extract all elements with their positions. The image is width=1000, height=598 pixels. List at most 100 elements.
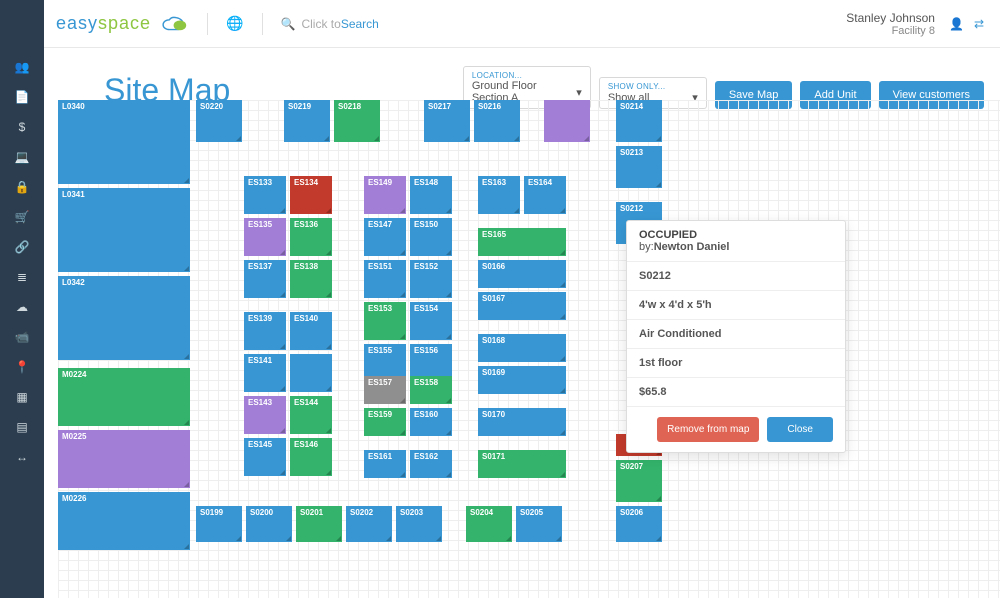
header-icons: 👤 ⇄ [949, 17, 984, 31]
unit-M0225[interactable]: M0225 [58, 430, 190, 488]
settings-icon[interactable]: ⇄ [974, 17, 984, 31]
unit-ES158[interactable]: ES158 [410, 376, 452, 404]
share-icon[interactable]: 🔗 [8, 236, 36, 258]
unit-ES160[interactable]: ES160 [410, 408, 452, 436]
cart-icon[interactable]: 🛒 [8, 206, 36, 228]
unit-S0204[interactable]: S0204 [466, 506, 512, 542]
logo-easy: easy [56, 13, 98, 34]
unit-ES148[interactable]: ES148 [410, 176, 452, 214]
popover-unit: S0212 [639, 270, 671, 282]
popover-feature: Air Conditioned [639, 328, 722, 340]
unit-S0170[interactable]: S0170 [478, 408, 566, 436]
unit-ES164[interactable]: ES164 [524, 176, 566, 214]
cloud-icon [161, 15, 189, 33]
unit-ES147[interactable]: ES147 [364, 218, 406, 256]
grid1-icon[interactable]: ▦ [8, 386, 36, 408]
video-icon[interactable]: 📹 [8, 326, 36, 348]
unit-S0166[interactable]: S0166 [478, 260, 566, 288]
unit-S0216[interactable]: S0216 [474, 100, 520, 142]
unit-S0206[interactable]: S0206 [616, 506, 662, 542]
unit-ES135[interactable]: ES135 [244, 218, 286, 256]
swap-icon[interactable]: ↔ [8, 446, 36, 468]
chevron-down-icon: ▾ [576, 86, 582, 99]
unit-L0342[interactable]: L0342 [58, 276, 190, 360]
unit-ES139[interactable]: ES139 [244, 312, 286, 350]
unit-M0224[interactable]: M0224 [58, 368, 190, 426]
unit-ES162[interactable]: ES162 [410, 450, 452, 478]
unit-S0207[interactable]: S0207 [616, 460, 662, 502]
unit-ES144[interactable]: ES144 [290, 396, 332, 434]
unit-S0202[interactable]: S0202 [346, 506, 392, 542]
unit-ES143[interactable]: ES143 [244, 396, 286, 434]
unit-ES151[interactable]: ES151 [364, 260, 406, 298]
header: easyspace 🌐 🔍 Click to Search Stanley Jo… [0, 0, 1000, 48]
unit-ES146[interactable]: ES146 [290, 438, 332, 476]
unit-S0169[interactable]: S0169 [478, 366, 566, 394]
popover-price: $65.8 [639, 386, 667, 398]
unit-S0203[interactable]: S0203 [396, 506, 442, 542]
showonly-label: SHOW ONLY... [608, 82, 698, 91]
unit-S0200[interactable]: S0200 [246, 506, 292, 542]
unit-ES150[interactable]: ES150 [410, 218, 452, 256]
unit-L0340[interactable]: L0340 [58, 100, 190, 184]
unit-S0167[interactable]: S0167 [478, 292, 566, 320]
unit-ES161[interactable]: ES161 [364, 450, 406, 478]
grid2-icon[interactable]: ▤ [8, 416, 36, 438]
location-label: LOCATION... [472, 71, 582, 80]
dollar-icon[interactable]: $ [8, 116, 36, 138]
unit-ES152[interactable]: ES152 [410, 260, 452, 298]
users-icon[interactable]: 👥 [8, 56, 36, 78]
unit-blank[interactable] [290, 354, 332, 392]
unit-S0214[interactable]: S0214 [616, 100, 662, 142]
globe-icon[interactable]: 🌐 [226, 15, 243, 32]
unit-ES153[interactable]: ES153 [364, 302, 406, 340]
unit-ES157[interactable]: ES157 [364, 376, 406, 404]
unit-ES134[interactable]: ES134 [290, 176, 332, 214]
unit-ES133[interactable]: ES133 [244, 176, 286, 214]
map-area: Site Map LOCATION... Ground Floor Sectio… [44, 48, 1000, 598]
unit-S0218[interactable]: S0218 [334, 100, 380, 142]
unit-S0171[interactable]: S0171 [478, 450, 566, 478]
left-rail: 👥 📄 $ 💻 🔒 🛒 🔗 ≣ ☁ 📹 📍 ▦ ▤ ↔ [0, 0, 44, 598]
unit-ES141[interactable]: ES141 [244, 354, 286, 392]
unit-S0217[interactable]: S0217 [424, 100, 470, 142]
divider [207, 13, 208, 35]
cloud-icon[interactable]: ☁ [8, 296, 36, 318]
unit-popover: OCCUPIED by:Newton Daniel S0212 4'w x 4'… [626, 220, 846, 453]
search-placeholder-hl: Search [341, 17, 379, 31]
lock-icon[interactable]: 🔒 [8, 176, 36, 198]
unit-M0226[interactable]: M0226 [58, 492, 190, 550]
search-input[interactable]: 🔍 Click to Search [281, 17, 379, 31]
unit-ES154[interactable]: ES154 [410, 302, 452, 340]
user-name: Stanley Johnson [846, 11, 935, 25]
unit-ES159[interactable]: ES159 [364, 408, 406, 436]
unit-S0168[interactable]: S0168 [478, 334, 566, 362]
list-icon[interactable]: ≣ [8, 266, 36, 288]
user-icon[interactable]: 👤 [949, 17, 964, 31]
logo-space: space [98, 13, 151, 34]
unit-S0213[interactable]: S0213 [616, 146, 662, 188]
remove-from-map-button[interactable]: Remove from map [657, 417, 759, 442]
search-icon: 🔍 [281, 17, 296, 31]
file-icon[interactable]: 📄 [8, 86, 36, 108]
unit-blank[interactable] [544, 100, 590, 142]
unit-ES165[interactable]: ES165 [478, 228, 566, 256]
user-block: Stanley Johnson Facility 8 [846, 11, 935, 37]
laptop-icon[interactable]: 💻 [8, 146, 36, 168]
unit-ES163[interactable]: ES163 [478, 176, 520, 214]
unit-ES140[interactable]: ES140 [290, 312, 332, 350]
unit-S0220[interactable]: S0220 [196, 100, 242, 142]
unit-ES137[interactable]: ES137 [244, 260, 286, 298]
unit-S0205[interactable]: S0205 [516, 506, 562, 542]
unit-ES138[interactable]: ES138 [290, 260, 332, 298]
unit-L0341[interactable]: L0341 [58, 188, 190, 272]
unit-ES149[interactable]: ES149 [364, 176, 406, 214]
unit-S0219[interactable]: S0219 [284, 100, 330, 142]
popover-by-label: by: [639, 241, 654, 253]
unit-S0201[interactable]: S0201 [296, 506, 342, 542]
pin-icon[interactable]: 📍 [8, 356, 36, 378]
unit-ES136[interactable]: ES136 [290, 218, 332, 256]
unit-ES145[interactable]: ES145 [244, 438, 286, 476]
close-popover-button[interactable]: Close [767, 417, 833, 442]
unit-S0199[interactable]: S0199 [196, 506, 242, 542]
